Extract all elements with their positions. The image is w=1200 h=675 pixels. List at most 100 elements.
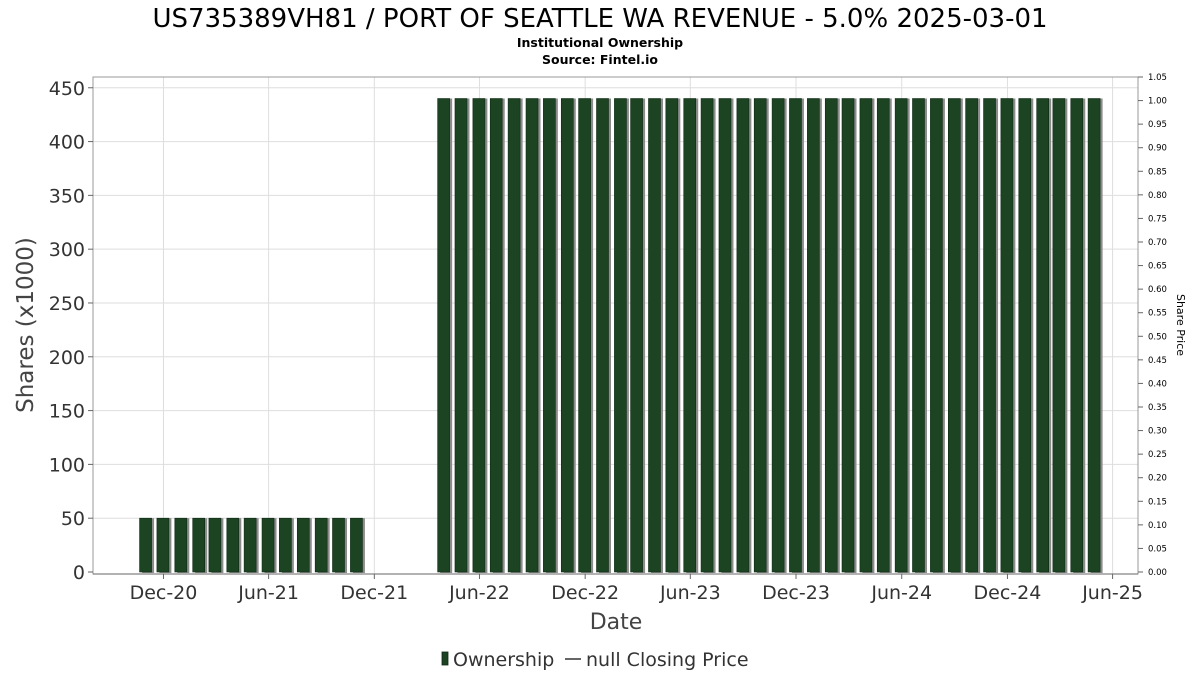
chart-title: US735389VH81 / PORT OF SEATTLE WA REVENU… xyxy=(152,4,1047,34)
bar xyxy=(894,98,910,574)
bar-ownership xyxy=(226,517,240,573)
bar xyxy=(789,98,804,574)
bar-ownership xyxy=(437,98,450,573)
bar xyxy=(1018,98,1034,574)
bar xyxy=(296,517,312,573)
bar xyxy=(489,98,505,574)
y2-tick-label: 0.85 xyxy=(1148,167,1167,177)
bar xyxy=(948,98,963,574)
bar xyxy=(596,98,612,574)
y-tick-label: 200 xyxy=(49,347,85,369)
bar-ownership xyxy=(1036,98,1049,573)
bar xyxy=(507,98,523,574)
bar xyxy=(683,98,699,574)
bar-ownership xyxy=(1018,98,1032,573)
y2-tick-label: 0.55 xyxy=(1148,309,1167,319)
bar xyxy=(543,98,558,574)
bar-ownership xyxy=(560,98,574,573)
bar-ownership xyxy=(736,98,750,573)
bar xyxy=(226,517,242,573)
bar-ownership xyxy=(771,98,785,573)
y2-tick-label: 0.20 xyxy=(1148,474,1167,484)
bar xyxy=(560,98,576,574)
bar xyxy=(243,517,259,573)
y2-tick-label: 0.30 xyxy=(1148,427,1167,437)
bar-ownership xyxy=(614,98,627,573)
bar xyxy=(454,98,470,574)
bar-ownership xyxy=(912,98,925,573)
bar-ownership xyxy=(261,517,275,573)
bar-ownership xyxy=(1052,98,1066,573)
bar-ownership xyxy=(789,98,802,573)
bar xyxy=(192,517,208,573)
bar xyxy=(807,98,822,574)
bar xyxy=(139,517,155,573)
y-tick-label: 300 xyxy=(49,239,85,261)
bar xyxy=(614,98,629,574)
bar xyxy=(859,98,875,574)
bar-ownership xyxy=(350,517,363,573)
x-tick-label: Jun-23 xyxy=(659,582,721,604)
bar-ownership xyxy=(192,517,206,573)
bar-ownership xyxy=(578,98,591,573)
y2-tick-label: 0.95 xyxy=(1148,120,1167,130)
chart-source: Source: Fintel.io xyxy=(542,52,658,67)
bar xyxy=(824,98,840,574)
y2-tick-label: 0.00 xyxy=(1148,568,1167,578)
bar-ownership xyxy=(279,517,292,573)
bar-ownership xyxy=(296,517,310,573)
bar-ownership xyxy=(1087,98,1101,573)
bar-ownership xyxy=(314,517,328,573)
x-axis-ticks: Dec-20 Jun-21 Dec-21 Jun-22 Dec-22 Jun-23 Dec-… xyxy=(130,574,1143,604)
bar xyxy=(350,517,365,573)
bars xyxy=(139,98,1103,574)
bar-ownership xyxy=(174,517,188,573)
x-tick-label: Jun-21 xyxy=(237,582,299,604)
bar-ownership xyxy=(489,98,503,573)
y-tick-label: 100 xyxy=(49,454,85,476)
bar xyxy=(736,98,752,574)
y-tick-label: 250 xyxy=(49,293,85,315)
chart-subtitle: Institutional Ownership xyxy=(517,35,683,50)
y2-tick-label: 0.05 xyxy=(1148,544,1167,554)
x-tick-label: Dec-24 xyxy=(974,582,1042,604)
y-tick-label: 350 xyxy=(49,185,85,207)
y-axis-label: Shares (x1000) xyxy=(13,237,39,413)
bar xyxy=(174,517,190,573)
legend-ownership-label: Ownership xyxy=(453,649,554,671)
bar-ownership xyxy=(454,98,468,573)
bar-ownership xyxy=(596,98,609,573)
bar-ownership xyxy=(665,98,679,573)
bar xyxy=(718,98,734,574)
bar-ownership xyxy=(718,98,732,573)
bar xyxy=(1087,98,1103,574)
y-tick-label: 50 xyxy=(61,508,85,530)
bar xyxy=(332,517,348,573)
bar-ownership xyxy=(156,517,170,573)
y2-tick-label: 0.50 xyxy=(1148,332,1167,342)
bar-ownership xyxy=(930,98,943,573)
y2-tick-label: 0.70 xyxy=(1148,238,1167,248)
bar-ownership xyxy=(507,98,521,573)
y-axis-left-ticks: 0 50 100 150 200 250 300 350 400 450 xyxy=(49,78,93,584)
bar xyxy=(965,98,981,574)
bar-ownership xyxy=(543,98,556,573)
bar xyxy=(437,98,453,574)
y2-tick-label: 0.35 xyxy=(1148,403,1167,413)
bar xyxy=(841,98,857,574)
bar-ownership xyxy=(1000,98,1014,573)
y-tick-label: 0 xyxy=(73,562,85,584)
bar xyxy=(578,98,594,574)
bar xyxy=(1070,98,1086,574)
bar-ownership xyxy=(208,517,222,573)
bar-ownership xyxy=(894,98,908,573)
y2-tick-label: 1.05 xyxy=(1148,73,1167,83)
x-tick-label: Dec-23 xyxy=(762,582,830,604)
bar xyxy=(1000,98,1016,574)
bar-ownership xyxy=(965,98,978,573)
bar-ownership xyxy=(525,98,539,573)
bar xyxy=(1036,98,1052,574)
x-tick-label: Dec-20 xyxy=(130,582,198,604)
bar-ownership xyxy=(139,517,152,573)
